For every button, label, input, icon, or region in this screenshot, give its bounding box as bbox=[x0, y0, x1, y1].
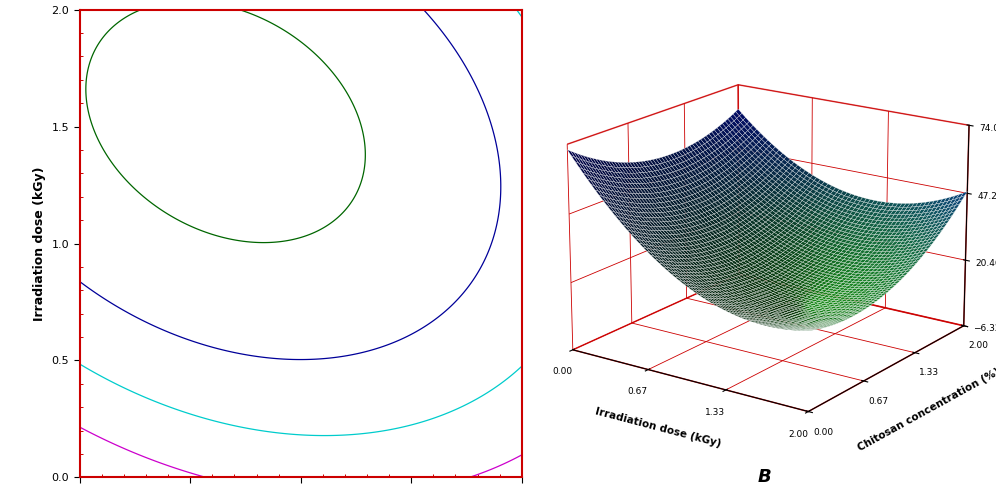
Y-axis label: Irradiation dose (kGy): Irradiation dose (kGy) bbox=[33, 166, 46, 321]
Text: B: B bbox=[758, 468, 772, 486]
Y-axis label: Chitosan concentration (%): Chitosan concentration (%) bbox=[857, 367, 996, 453]
X-axis label: Irradiation dose (kGy): Irradiation dose (kGy) bbox=[594, 407, 722, 450]
